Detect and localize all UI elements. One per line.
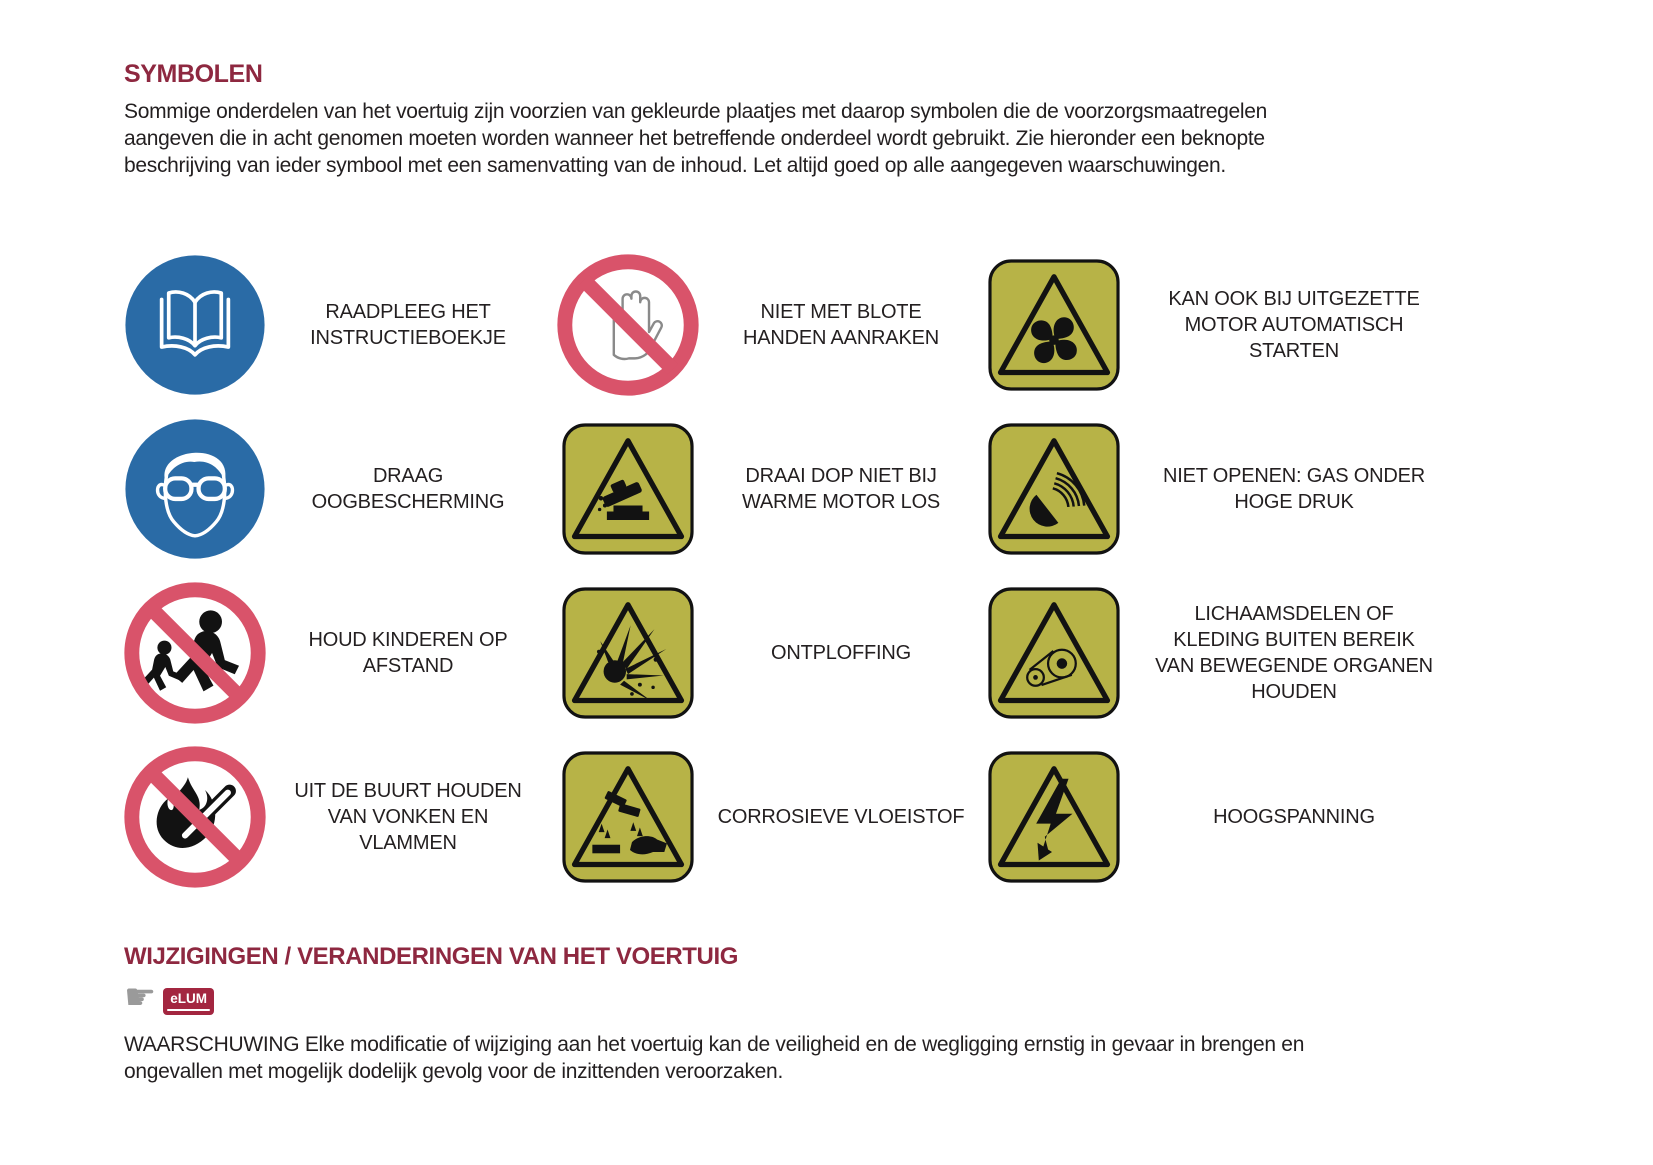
symbol-label: LICHAAMSDELEN OF KLEDING BUITEN BEREIK V… [1155,603,1433,703]
symbol-cell: KAN OOK BIJ UITGEZETTE MOTOR AUTOMATISCH… [983,243,1533,407]
symbol-label: RAADPLEEG HET INSTRUCTIEBOEKJE [310,301,506,349]
symbol-cell: HOUD KINDEREN OP AFSTAND [124,571,550,735]
high-voltage-icon [983,746,1125,888]
symbols-heading: SYMBOLEN [124,60,263,88]
symbol-cell: UIT DE BUURT HOUDEN VAN VONKEN EN VLAMME… [124,735,550,899]
symbol-cell: RAADPLEEG HET INSTRUCTIEBOEKJE [124,243,550,407]
symbol-cell: CORROSIEVE VLOEISTOF [550,735,983,899]
pressurized-gas-icon [983,418,1125,560]
symbol-label: HOOGSPANNING [1213,806,1375,828]
symbol-label: UIT DE BUURT HOUDEN VAN VONKEN EN VLAMME… [294,780,522,854]
no-flames-icon [124,746,266,888]
elum-reference: ☛ eLUM [124,977,1533,1021]
corrosive-icon [557,746,699,888]
belt-pulley-icon [983,582,1125,724]
symbol-label: CORROSIEVE VLOEISTOF [717,806,965,828]
symbol-cell: NIET OPENEN: GAS ONDER HOGE DRUK [983,407,1533,571]
symbol-label: HOUD KINDEREN OP AFSTAND [308,629,508,677]
no-children-icon [124,582,266,724]
symbol-cell: LICHAAMSDELEN OF KLEDING BUITEN BEREIK V… [983,571,1533,735]
no-bare-hands-icon [557,254,699,396]
symbol-label: NIET MET BLOTE HANDEN AANRAKEN [743,301,939,349]
symbols-intro-paragraph: Sommige onderdelen van het voertuig zijn… [124,100,1268,177]
symbol-cell: DRAAI DOP NIET BIJ WARME MOTOR LOS [550,407,983,571]
symbol-cell: ONTPLOFFING [550,571,983,735]
symbol-label: DRAAG OOGBESCHERMING [311,465,505,513]
open-book-icon [124,254,266,396]
page-content: SYMBOLEN Sommige onderdelen van het voer… [124,60,1533,1085]
symbol-label: ONTPLOFFING [770,642,912,664]
symbol-label: NIET OPENEN: GAS ONDER HOGE DRUK [1163,465,1425,513]
elum-badge: eLUM [163,987,215,1015]
eye-protection-icon [124,418,266,560]
symbol-cell: DRAAG OOGBESCHERMING [124,407,550,571]
modifications-heading: WIJZIGINGEN / VERANDERINGEN VAN HET VOER… [124,943,739,970]
symbol-cell: HOOGSPANNING [983,735,1533,899]
hot-radiator-cap-icon [557,418,699,560]
symbols-grid: RAADPLEEG HET INSTRUCTIEBOEKJE NIET MET … [124,243,1533,899]
symbol-label: DRAAI DOP NIET BIJ WARME MOTOR LOS [741,465,941,513]
explosion-icon [557,582,699,724]
pointing-hand-icon: ☛ [124,977,157,1018]
modification-warning-paragraph: WAARSCHUWING Elke modificatie of wijzigi… [124,1033,1305,1083]
symbol-cell: NIET MET BLOTE HANDEN AANRAKEN [550,243,983,407]
modifications-section: WIJZIGINGEN / VERANDERINGEN VAN HET VOER… [124,943,1533,1085]
fan-icon [983,254,1125,396]
symbol-label: KAN OOK BIJ UITGEZETTE MOTOR AUTOMATISCH… [1168,288,1420,362]
